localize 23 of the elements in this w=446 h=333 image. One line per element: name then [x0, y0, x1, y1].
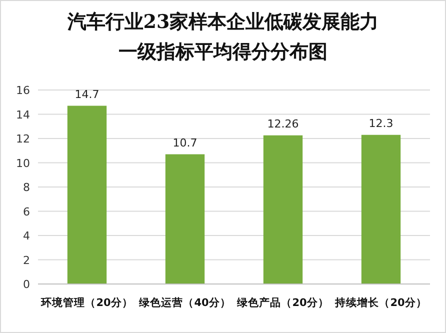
chart-title: 汽车行业23家样本企业低碳发展能力: [66, 11, 379, 33]
bar: [361, 134, 401, 284]
y-tick-label: 16: [16, 84, 30, 97]
y-tick-label: 6: [23, 205, 30, 218]
data-label: 10.7: [172, 136, 198, 150]
bar: [263, 135, 303, 284]
y-tick-label: 4: [23, 230, 30, 242]
bar: [165, 154, 205, 284]
data-label: 14.7: [74, 88, 100, 101]
data-label: 12.26: [267, 117, 299, 130]
y-tick-label: 0: [23, 278, 30, 291]
y-tick-label: 14: [16, 108, 30, 122]
data-label: 12.3: [368, 116, 394, 130]
y-tick-label: 10: [16, 156, 30, 170]
x-tick-label: 环境管理（20分）: [40, 296, 133, 309]
y-tick-label: 2: [23, 254, 30, 267]
y-tick-label: 12: [16, 132, 30, 146]
x-tick-label: 绿色产品（20分）: [236, 296, 329, 309]
x-tick-label: 绿色运营（40分）: [138, 296, 231, 309]
x-tick-label: 持续增长（20分）: [334, 296, 427, 309]
y-tick-label: 8: [23, 181, 30, 194]
chart-subtitle: 一级指标平均得分分布图: [118, 41, 328, 63]
bar: [67, 106, 107, 284]
